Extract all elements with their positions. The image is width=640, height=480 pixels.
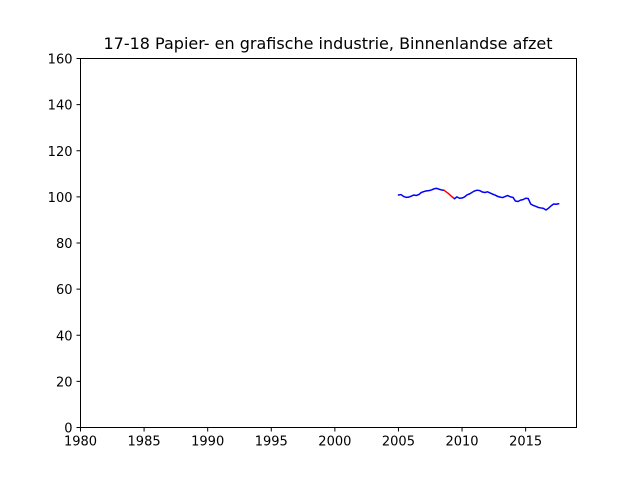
y-tick-label: 80 [56, 237, 73, 252]
y-tick-label: 160 [48, 53, 73, 68]
x-tick-label: 2015 [509, 435, 542, 450]
y-tick-label: 40 [56, 329, 73, 344]
x-tick-label: 1985 [128, 435, 161, 450]
x-tick-label: 1980 [64, 435, 97, 450]
series-line-1 [397, 187, 445, 199]
chart-title: 17-18 Papier- en grafische industrie, Bi… [103, 34, 552, 53]
x-tick-label: 2010 [445, 435, 478, 450]
x-tick-label: 1990 [191, 435, 224, 450]
y-tick-label: 120 [48, 145, 73, 160]
plot-frame [80, 58, 577, 428]
x-tick-label: 2005 [382, 435, 415, 450]
y-tick-label: 140 [48, 99, 73, 114]
y-tick-label: 100 [48, 191, 73, 206]
series-line-2 [443, 189, 456, 200]
x-axis: 1980 1985 1990 1995 2000 2005 2010 2015 [64, 427, 542, 450]
series-layer [397, 187, 560, 211]
series-line-3 [453, 189, 560, 211]
y-tick-label: 20 [56, 375, 73, 390]
y-tick-label: 60 [56, 283, 73, 298]
y-tick-label: 0 [64, 422, 72, 437]
y-axis: 0 20 40 60 80 100 120 140 160 [48, 53, 81, 437]
x-tick-label: 1995 [255, 435, 288, 450]
x-tick-label: 2000 [318, 435, 351, 450]
